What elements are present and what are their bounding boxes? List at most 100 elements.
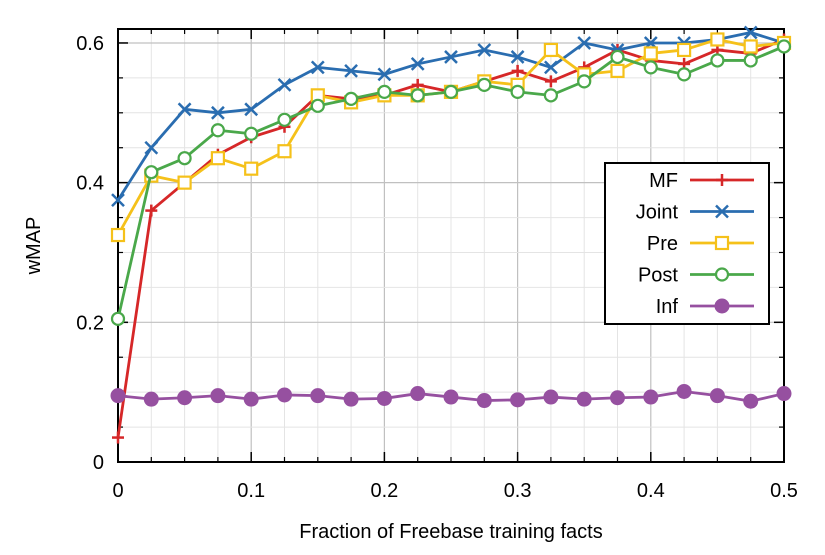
legend-label-pre: Pre bbox=[647, 233, 678, 255]
data-point-pre bbox=[610, 63, 625, 79]
data-point-inf bbox=[543, 389, 559, 405]
data-point-post bbox=[477, 77, 492, 92]
axis-ticks: 0 0.1 0.2 0.3 0.4 0.5 0 0.2 0.4 0.6 bbox=[76, 29, 798, 502]
data-point-pre bbox=[177, 175, 192, 190]
legend-label-inf: Inf bbox=[656, 296, 679, 318]
data-point-inf bbox=[410, 386, 426, 402]
data-point-post bbox=[110, 311, 126, 326]
data-point-inf bbox=[510, 392, 526, 408]
y-tick-label: 0.2 bbox=[76, 312, 104, 334]
data-point-inf bbox=[576, 391, 592, 407]
data-point-pre bbox=[110, 227, 126, 243]
data-point-mf bbox=[544, 75, 557, 88]
data-point-pre bbox=[543, 42, 559, 58]
data-point-inf bbox=[376, 390, 392, 406]
data-point-post bbox=[277, 112, 292, 127]
data-point-post bbox=[577, 74, 592, 89]
data-point-joint bbox=[244, 102, 259, 117]
series-post bbox=[110, 39, 792, 326]
data-point-inf bbox=[676, 383, 692, 399]
data-point-post bbox=[410, 88, 425, 103]
data-point-joint bbox=[444, 50, 458, 64]
data-point-joint bbox=[211, 105, 225, 120]
data-point-post bbox=[610, 49, 625, 65]
data-point-pre bbox=[277, 144, 292, 159]
data-point-joint bbox=[510, 50, 525, 64]
data-point-joint bbox=[577, 36, 592, 50]
data-point-post bbox=[710, 53, 725, 68]
x-tick-label: 0.3 bbox=[504, 480, 532, 502]
legend-label-joint: Joint bbox=[636, 202, 679, 224]
data-point-inf bbox=[343, 391, 359, 407]
data-point-post bbox=[743, 53, 758, 68]
y-axis-title: wMAP bbox=[23, 217, 45, 276]
data-point-joint bbox=[344, 64, 358, 78]
data-point-inf bbox=[709, 388, 725, 404]
data-point-inf bbox=[643, 389, 659, 405]
data-point-inf bbox=[210, 388, 226, 404]
data-point-inf bbox=[610, 390, 625, 406]
data-point-post bbox=[377, 84, 392, 99]
x-axis-title: Fraction of Freebase training facts bbox=[299, 521, 602, 543]
data-point-inf bbox=[243, 391, 259, 407]
data-point-pre bbox=[244, 161, 259, 176]
legend-marker-pre bbox=[714, 235, 730, 251]
data-point-post bbox=[144, 165, 159, 180]
series-layer bbox=[110, 25, 792, 444]
data-point-joint bbox=[477, 43, 492, 57]
legend-label-post: Post bbox=[638, 265, 678, 287]
data-point-post bbox=[776, 39, 792, 54]
data-point-inf bbox=[177, 390, 193, 406]
data-point-post bbox=[210, 123, 225, 138]
data-point-joint bbox=[111, 193, 125, 207]
data-point-joint bbox=[177, 102, 192, 117]
legend-marker-post bbox=[714, 267, 730, 282]
data-point-post bbox=[344, 91, 359, 106]
data-point-pre bbox=[710, 32, 725, 47]
data-point-inf bbox=[743, 393, 759, 409]
legend-label-mf: MF bbox=[649, 170, 678, 192]
data-point-mf bbox=[145, 204, 158, 217]
data-point-inf bbox=[110, 388, 126, 404]
data-point-post bbox=[643, 60, 658, 75]
data-point-inf bbox=[143, 391, 159, 407]
data-point-post bbox=[543, 88, 559, 103]
data-point-pre bbox=[210, 151, 225, 166]
x-tick-label: 0.4 bbox=[637, 480, 665, 502]
legend-marker-joint bbox=[715, 204, 729, 219]
data-point-inf bbox=[776, 386, 792, 402]
y-tick-label: 0.4 bbox=[76, 173, 104, 195]
y-tick-label: 0.6 bbox=[76, 33, 104, 55]
legend: MF Joint Pre Post Inf bbox=[604, 162, 770, 325]
data-point-post bbox=[177, 151, 192, 166]
x-tick-label: 0 bbox=[112, 480, 123, 502]
data-point-pre bbox=[643, 46, 658, 61]
data-point-post bbox=[310, 98, 325, 113]
data-point-inf bbox=[443, 389, 459, 405]
data-point-inf bbox=[476, 393, 492, 409]
x-tick-label: 0.2 bbox=[370, 480, 398, 502]
legend-marker-inf bbox=[714, 298, 730, 314]
data-point-post bbox=[676, 67, 692, 82]
data-point-mf bbox=[511, 64, 524, 77]
data-point-joint bbox=[410, 57, 425, 71]
series-inf bbox=[110, 383, 792, 409]
data-point-joint bbox=[743, 25, 758, 40]
data-point-mf bbox=[112, 431, 124, 444]
data-point-post bbox=[443, 84, 459, 99]
x-tick-label: 0.5 bbox=[770, 480, 798, 502]
data-point-joint bbox=[277, 77, 292, 92]
y-tick-label: 0 bbox=[93, 452, 104, 474]
data-point-post bbox=[510, 84, 525, 99]
data-point-pre bbox=[676, 42, 692, 58]
data-point-pre bbox=[743, 39, 758, 54]
data-point-inf bbox=[277, 387, 292, 403]
data-point-joint bbox=[144, 140, 159, 155]
data-point-joint bbox=[377, 67, 392, 82]
x-tick-label: 0.1 bbox=[237, 480, 265, 502]
data-point-joint bbox=[310, 60, 325, 75]
data-point-post bbox=[244, 126, 259, 141]
legend-marker-mf bbox=[716, 174, 728, 186]
data-point-inf bbox=[310, 388, 326, 404]
